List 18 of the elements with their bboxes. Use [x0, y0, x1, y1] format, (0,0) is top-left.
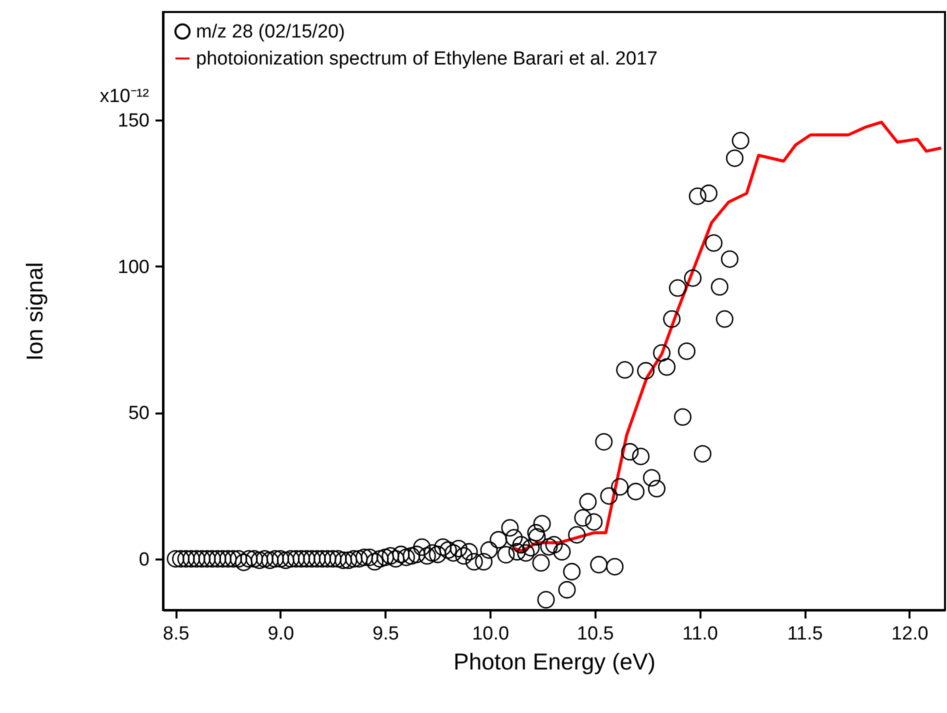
- text: x10⁻¹²: [100, 86, 149, 108]
- x-tick-label: 11.0: [682, 624, 718, 644]
- x-tick-label: 9.0: [268, 624, 294, 644]
- line-series: [510, 120, 943, 552]
- x-tick-label: 10.5: [576, 624, 614, 644]
- x-tick-label: 9.5: [372, 624, 399, 644]
- x-axis-title: Photon Energy (eV): [453, 648, 656, 674]
- x-tick-label: 12.0: [891, 624, 928, 644]
- x-tick-label: 10.0: [472, 624, 510, 644]
- x-tick-label: 8.5: [162, 624, 190, 644]
- y-tick-label: 0: [138, 549, 150, 570]
- x-tick-label: 11.5: [787, 624, 823, 644]
- y-tick-label: 50: [128, 403, 150, 424]
- legend-label: photoionization spectrum of Ethylene Barari et al. 2017: [196, 48, 658, 70]
- y-tick-label: 150: [118, 110, 150, 132]
- y-tick-label: 100: [118, 256, 150, 278]
- y-axis-title: Ion signal: [22, 262, 48, 361]
- legend-label: m/z 28 (02/15/20): [196, 22, 345, 42]
